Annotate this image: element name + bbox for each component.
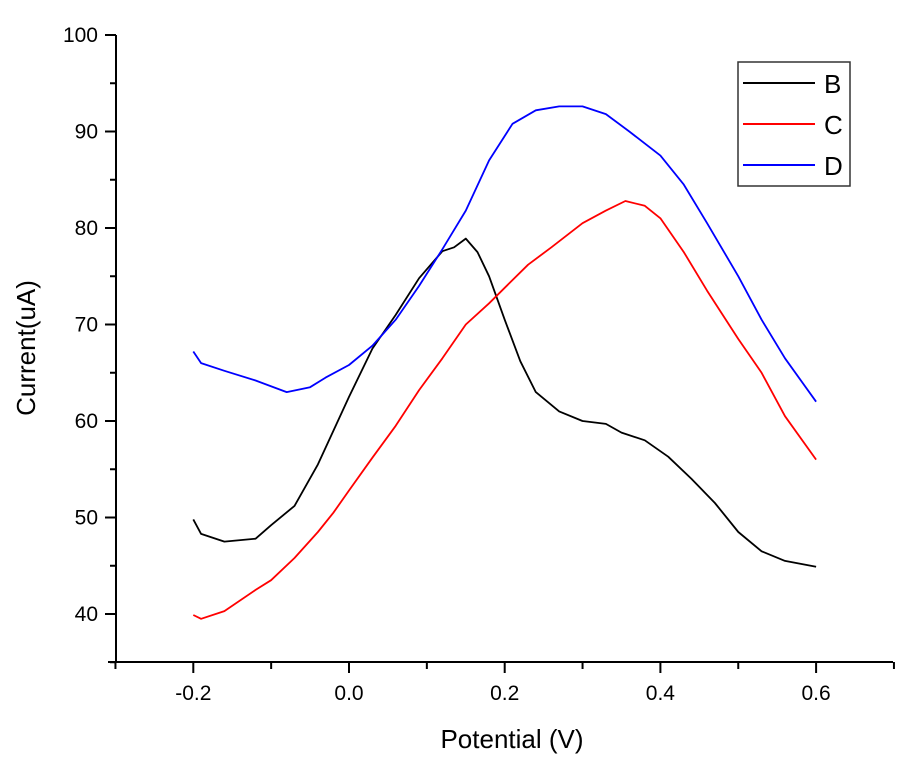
y-tick-label: 100 [63, 24, 98, 47]
y-tick-label: 60 [75, 410, 98, 433]
x-tick-label: 0.2 [490, 682, 519, 705]
x-tick-label: 0.6 [801, 682, 830, 705]
y-tick-label: 90 [75, 121, 98, 144]
y-tick-label: 50 [75, 507, 98, 530]
legend-label-C: C [824, 110, 843, 140]
series-line-D [192, 105, 817, 403]
series-line-C [192, 200, 817, 620]
series-line-B [192, 237, 817, 568]
series-layer [192, 105, 817, 620]
y-tick-label: 80 [75, 217, 98, 240]
x-tick-label: 0.4 [646, 682, 676, 705]
legend-label-B: B [824, 69, 841, 99]
x-tick-label: 0.0 [334, 682, 363, 705]
y-tick-label: 70 [75, 314, 98, 337]
legend-label-D: D [824, 151, 843, 181]
x-tick-label: -0.2 [175, 682, 211, 705]
y-axis-title: Current(uA) [11, 280, 41, 416]
ticks-layer: 40 50 60 70 80 90 100 -0.2 0.0 0.2 0.4 0.6 [63, 24, 895, 705]
axes-layer [108, 35, 893, 663]
y-tick-label: 40 [75, 603, 98, 626]
legend: BCD [737, 61, 851, 187]
x-axis-title: Potential (V) [440, 724, 583, 754]
